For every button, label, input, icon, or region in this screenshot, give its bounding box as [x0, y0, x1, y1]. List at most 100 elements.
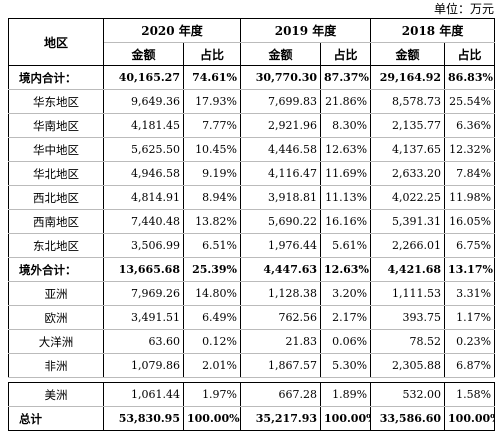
amount-cell: 4,022.25	[370, 185, 446, 210]
header-year-2019: 2019 年度	[240, 18, 372, 43]
region-name: 东北地区	[8, 233, 104, 258]
header-region: 地区	[8, 18, 104, 66]
amount-cell: 8,578.73	[370, 89, 446, 114]
amount-cell: 4,814.91	[103, 185, 184, 210]
amount-cell: 1,111.53	[370, 281, 446, 306]
amount-cell: 4,421.68	[370, 257, 446, 282]
share-cell: 5.30%	[320, 353, 372, 378]
region-name: 美洲	[8, 382, 104, 407]
share-cell: 2.17%	[320, 305, 372, 330]
amount-cell: 1,079.86	[103, 353, 184, 378]
share-cell: 13.17%	[444, 257, 496, 282]
share-cell: 16.16%	[320, 209, 372, 234]
amount-cell: 35,217.93	[240, 406, 322, 431]
share-cell: 12.63%	[320, 137, 372, 162]
amount-cell: 7,699.83	[240, 89, 322, 114]
share-cell: 12.32%	[444, 137, 496, 162]
amount-cell: 4,137.65	[370, 137, 446, 162]
amount-cell: 78.52	[370, 329, 446, 354]
regional-revenue-table: 地区 2020 年度 2019 年度 2018 年度 金额 占比 金额 占比 金…	[8, 18, 496, 431]
region-name: 西北地区	[8, 185, 104, 210]
share-cell: 0.23%	[444, 329, 496, 354]
share-cell: 87.37%	[320, 65, 372, 90]
table-row: 西北地区 4,814.91 8.94% 3,918.81 11.13% 4,022.25 1…	[8, 185, 496, 210]
unit-label: 单位：万元	[433, 2, 494, 16]
table-row: 大洋洲 63.60 0.12% 21.83 0.06% 78.52 0.23%	[8, 329, 496, 354]
header-share: 占比	[320, 42, 372, 66]
total-row: 总计53,830.95100.00%35,217.93100.00%33,586…	[8, 406, 496, 431]
share-cell: 6.51%	[182, 233, 242, 258]
share-cell: 8.30%	[320, 113, 372, 138]
amount-cell: 4,181.45	[103, 113, 184, 138]
amount-cell: 4,946.58	[103, 161, 184, 186]
amount-cell: 393.75	[370, 305, 446, 330]
amount-cell: 9,649.36	[103, 89, 184, 114]
share-cell: 100.00%	[444, 406, 496, 431]
header-share: 占比	[182, 42, 242, 66]
share-cell: 11.98%	[444, 185, 496, 210]
header-amount: 金额	[103, 42, 184, 66]
share-cell: 21.86%	[320, 89, 372, 114]
amount-cell: 3,918.81	[240, 185, 322, 210]
share-cell: 12.63%	[320, 257, 372, 282]
amount-cell: 667.28	[240, 382, 322, 407]
share-cell: 6.87%	[444, 353, 496, 378]
share-cell: 10.45%	[182, 137, 242, 162]
table-row: 欧洲 3,491.51 6.49% 762.56 2.17% 393.75 1.17%	[8, 305, 496, 330]
amount-cell: 7,440.48	[103, 209, 184, 234]
region-name: 境外合计：	[8, 257, 104, 282]
header-row-years: 地区 2020 年度 2019 年度 2018 年度	[8, 18, 496, 66]
header-row-metrics: 金额 占比 金额 占比 金额 占比	[9, 42, 496, 66]
share-cell: 74.61%	[182, 65, 242, 90]
share-cell: 0.12%	[182, 329, 242, 354]
table-row: 西南地区 7,440.48 13.82% 5,690.22 16.16% 5,391.31…	[8, 209, 496, 234]
table-row: 亚洲 7,969.26 14.80% 1,128.38 3.20% 1,111.53 3.3…	[8, 281, 496, 306]
share-cell: 3.20%	[320, 281, 372, 306]
header-share: 占比	[444, 42, 496, 66]
amount-cell: 13,665.68	[103, 257, 184, 282]
amount-cell: 2,135.77	[370, 113, 446, 138]
amount-cell: 5,690.22	[240, 209, 322, 234]
table-row: 华东地区 9,649.36 17.93% 7,699.83 21.86% 8,578.73…	[8, 89, 496, 114]
amount-cell: 33,586.60	[370, 406, 446, 431]
amount-cell: 53,830.95	[103, 406, 184, 431]
region-name: 华中地区	[8, 137, 104, 162]
share-cell: 17.93%	[182, 89, 242, 114]
share-cell: 6.75%	[444, 233, 496, 258]
region-name: 西南地区	[8, 209, 104, 234]
header-year-2018: 2018 年度	[370, 18, 496, 43]
amount-cell: 1,128.38	[240, 281, 322, 306]
table-row: 华南地区 4,181.45 7.77% 2,921.96 8.30% 2,135.77 6.…	[8, 113, 496, 138]
header-amount: 金额	[370, 42, 446, 66]
share-cell: 5.61%	[320, 233, 372, 258]
amount-cell: 29,164.92	[370, 65, 446, 90]
share-cell: 14.80%	[182, 281, 242, 306]
share-cell: 0.06%	[320, 329, 372, 354]
amount-cell: 762.56	[240, 305, 322, 330]
amount-cell: 7,969.26	[103, 281, 184, 306]
amount-cell: 1,867.57	[240, 353, 322, 378]
share-cell: 100.00%	[182, 406, 242, 431]
header-year-2020: 2020 年度	[102, 18, 242, 43]
header-amount: 金额	[240, 42, 322, 66]
share-cell: 1.58%	[444, 382, 496, 407]
share-cell: 9.19%	[182, 161, 242, 186]
region-name: 亚洲	[8, 281, 104, 306]
share-cell: 13.82%	[182, 209, 242, 234]
share-cell: 11.69%	[320, 161, 372, 186]
subtotal-row: 境外合计： 13,665.68 25.39% 4,447.63 12.63% 4,421.…	[8, 257, 496, 282]
amount-cell: 2,921.96	[240, 113, 322, 138]
amount-cell: 4,446.58	[240, 137, 322, 162]
amount-cell: 4,116.47	[240, 161, 322, 186]
amount-cell: 1,976.44	[240, 233, 322, 258]
share-cell: 25.39%	[182, 257, 242, 282]
share-cell: 6.36%	[444, 113, 496, 138]
amount-cell: 2,266.01	[370, 233, 446, 258]
region-name: 总计	[8, 406, 104, 431]
amount-cell: 3,506.99	[103, 233, 184, 258]
amount-cell: 2,633.20	[370, 161, 446, 186]
amount-cell: 21.83	[240, 329, 322, 354]
amount-cell: 30,770.30	[240, 65, 322, 90]
share-cell: 8.94%	[182, 185, 242, 210]
amount-cell: 4,447.63	[240, 257, 322, 282]
